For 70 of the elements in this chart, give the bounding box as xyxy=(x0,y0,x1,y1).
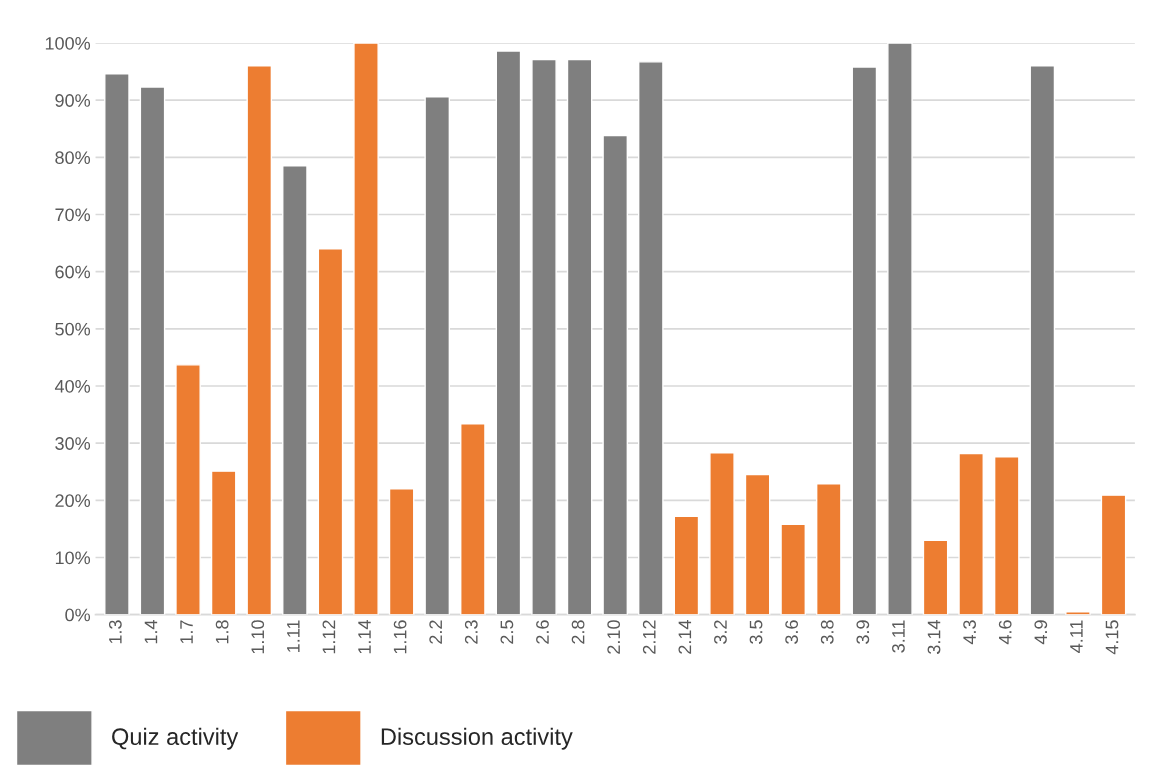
bar xyxy=(495,50,522,615)
x-tick-label: 1.14 xyxy=(358,620,371,654)
bar xyxy=(602,134,629,615)
bar xyxy=(638,61,664,615)
x-tick-label: 1.7 xyxy=(180,620,193,644)
x-tick-label: 4.6 xyxy=(998,620,1012,645)
bar xyxy=(993,456,1020,615)
x-tick-label: 1.11 xyxy=(287,620,300,652)
bar xyxy=(851,66,878,615)
bar xyxy=(388,488,415,615)
x-tick-label: 3.8 xyxy=(820,620,834,644)
x-tick-label: 3.5 xyxy=(749,620,763,644)
bar xyxy=(780,523,806,615)
y-tick-label: 50% xyxy=(55,322,91,336)
bar xyxy=(246,65,273,615)
x-tick-label: 1.3 xyxy=(108,620,122,644)
x-tick-label: 1.12 xyxy=(322,620,336,654)
x-tick-label: 2.12 xyxy=(642,620,656,654)
y-tick-label: 70% xyxy=(55,208,91,222)
bar xyxy=(175,364,201,615)
x-tick-label: 3.9 xyxy=(856,620,870,644)
bar xyxy=(566,58,593,615)
bar xyxy=(922,539,949,615)
x-tick-label: 1.8 xyxy=(215,620,229,644)
bar xyxy=(317,248,344,615)
bar xyxy=(460,423,486,615)
x-tick-label: 3.2 xyxy=(714,620,727,644)
y-tick-label: 90% xyxy=(55,94,91,107)
bar xyxy=(424,96,451,615)
x-tick-label: 3.6 xyxy=(785,620,799,644)
x-tick-label: 4.3 xyxy=(963,620,976,645)
x-tick-label: 3.14 xyxy=(927,620,941,654)
x-tick-label: 2.6 xyxy=(536,620,549,644)
bar xyxy=(673,515,700,615)
bar xyxy=(709,452,735,615)
x-tick-label: 4.9 xyxy=(1034,620,1048,645)
legend-label: Quiz activity xyxy=(112,727,239,750)
bar xyxy=(353,43,379,615)
x-tick-label: 4.15 xyxy=(1105,620,1119,655)
x-tick-label: 1.16 xyxy=(393,620,407,654)
x-tick-label: 2.5 xyxy=(500,620,514,644)
bar xyxy=(139,86,166,615)
x-tick-label: 1.4 xyxy=(144,620,158,644)
x-tick-label: 3.11 xyxy=(892,620,905,653)
bar xyxy=(104,73,130,615)
x-tick-label: 2.2 xyxy=(429,620,442,644)
bar xyxy=(1029,65,1056,615)
bar xyxy=(210,470,237,615)
y-tick-label: 30% xyxy=(55,437,91,450)
y-tick-label: 20% xyxy=(55,494,91,508)
y-tick-label: 40% xyxy=(54,379,91,393)
bar xyxy=(815,483,842,615)
y-tick-label: 100% xyxy=(45,36,91,50)
bar xyxy=(531,58,557,615)
x-tick-label: 2.10 xyxy=(607,620,621,654)
bar xyxy=(744,473,771,615)
y-tick-label: 80% xyxy=(55,151,91,165)
bar xyxy=(958,452,984,615)
legend-label: Discussion activity xyxy=(381,727,573,750)
y-tick-label: 10% xyxy=(55,551,91,565)
bar xyxy=(887,43,913,615)
bar xyxy=(282,165,308,615)
y-tick-label: 0% xyxy=(65,608,91,622)
x-tick-label: 1.10 xyxy=(251,620,265,654)
x-tick-label: 2.8 xyxy=(571,620,585,644)
bar xyxy=(1100,494,1127,615)
y-tick-label: 60% xyxy=(55,265,91,279)
x-tick-label: 4.11 xyxy=(1070,620,1083,653)
x-tick-label: 2.3 xyxy=(464,620,478,644)
x-tick-label: 2.14 xyxy=(678,620,692,654)
